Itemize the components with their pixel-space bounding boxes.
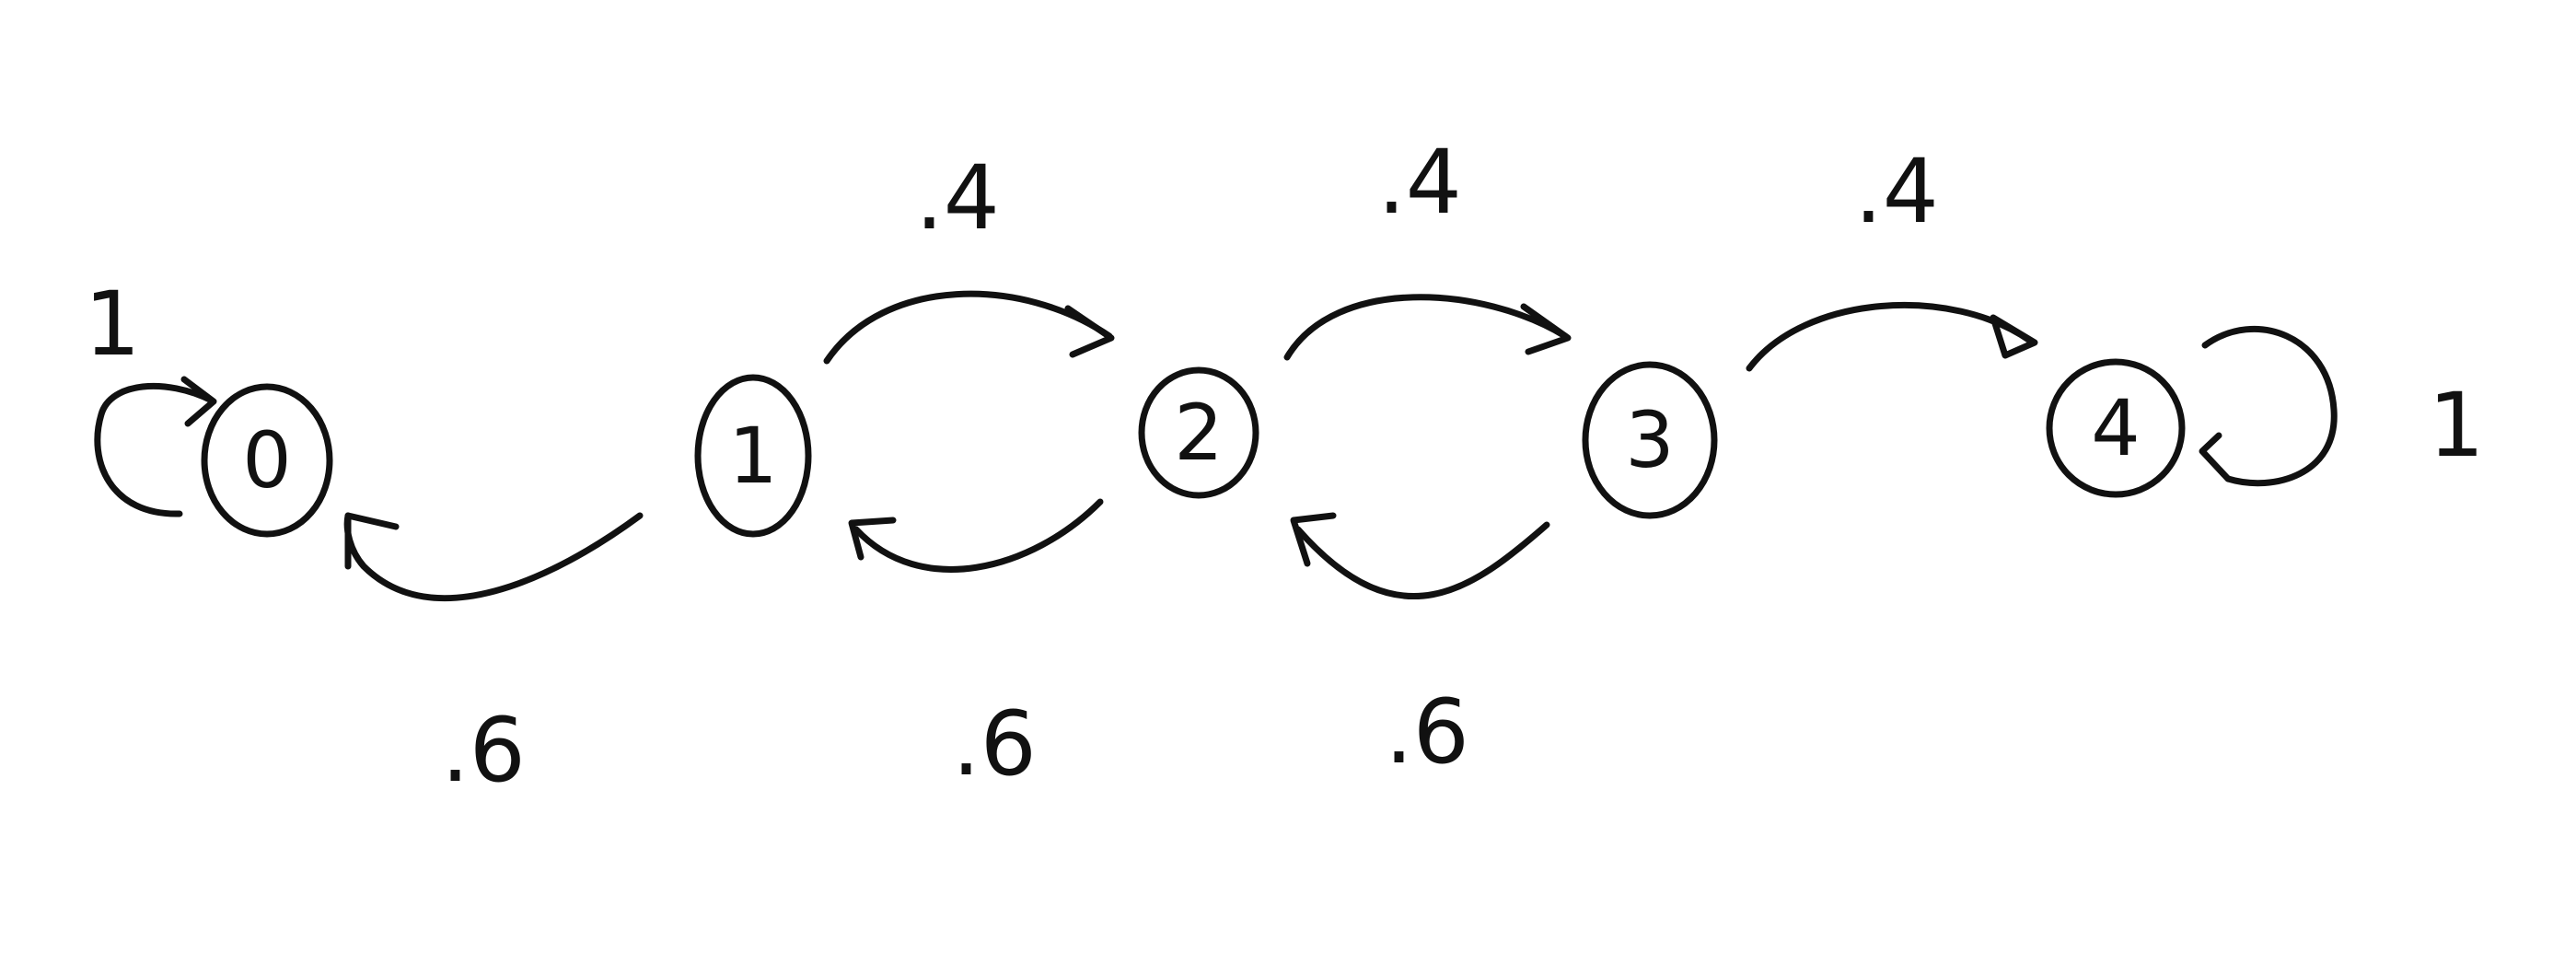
transition-2-to-3-label: .4 bbox=[1377, 131, 1462, 234]
transition-4-to-4-curve bbox=[2201, 325, 2338, 487]
transition-3-to-2: .6 bbox=[1290, 512, 1550, 784]
state-2: 2 bbox=[1138, 366, 1259, 499]
transition-3-to-4-arrowhead bbox=[1990, 314, 2038, 359]
transition-1-to-2: .4 bbox=[823, 146, 1115, 365]
transition-4-to-4-arrowhead bbox=[2199, 432, 2232, 482]
transition-1-to-2-label: .4 bbox=[915, 146, 1000, 250]
transition-2-to-3-arrowhead bbox=[1520, 303, 1572, 355]
transition-4-to-4: 1 bbox=[2199, 325, 2485, 487]
transition-3-to-2-label: .6 bbox=[1385, 680, 1469, 784]
transition-1-to-0: .6 bbox=[343, 512, 644, 802]
transition-3-to-4-curve bbox=[1746, 302, 2034, 372]
transition-0-to-0-label: 1 bbox=[84, 273, 140, 376]
state-1: 1 bbox=[694, 374, 812, 538]
state-4: 4 bbox=[2046, 358, 2186, 498]
state-0-circle bbox=[201, 383, 333, 538]
transition-1-to-0-label: .6 bbox=[441, 699, 526, 802]
state-2-circle bbox=[1138, 366, 1259, 499]
state-0: 0 bbox=[201, 383, 333, 538]
state-2-label: 2 bbox=[1174, 388, 1223, 478]
state-3-label: 3 bbox=[1625, 395, 1674, 485]
transition-0-to-0-curve bbox=[94, 382, 215, 517]
transition-2-to-1-label: .6 bbox=[952, 692, 1037, 796]
transition-2-to-1: .6 bbox=[848, 498, 1104, 796]
transition-2-to-3: .4 bbox=[1283, 131, 1572, 361]
transition-1-to-2-arrowhead bbox=[1064, 305, 1115, 358]
transition-0-to-0-arrowhead bbox=[180, 376, 217, 427]
state-4-label: 4 bbox=[2091, 383, 2140, 473]
state-1-label: 1 bbox=[728, 411, 777, 501]
transition-1-to-2-curve bbox=[823, 290, 1113, 365]
transition-0-to-0: 1 bbox=[84, 273, 217, 517]
transition-1-to-0-arrowhead bbox=[344, 512, 400, 570]
state-1-circle bbox=[694, 374, 812, 538]
state-3-circle bbox=[1582, 361, 1718, 519]
transition-3-to-4: .4 bbox=[1746, 140, 2038, 372]
transition-3-to-2-arrowhead bbox=[1290, 512, 1337, 567]
transition-2-to-1-curve bbox=[853, 498, 1104, 573]
state-3: 3 bbox=[1582, 361, 1718, 519]
transition-3-to-4-label: .4 bbox=[1854, 140, 1939, 243]
state-0-label: 0 bbox=[242, 415, 291, 505]
transition-3-to-2-curve bbox=[1294, 521, 1550, 599]
state-4-circle bbox=[2046, 358, 2186, 498]
transition-2-to-1-arrowhead bbox=[848, 517, 897, 561]
transition-4-to-4-label: 1 bbox=[2428, 374, 2484, 477]
transition-2-to-3-curve bbox=[1283, 294, 1569, 361]
